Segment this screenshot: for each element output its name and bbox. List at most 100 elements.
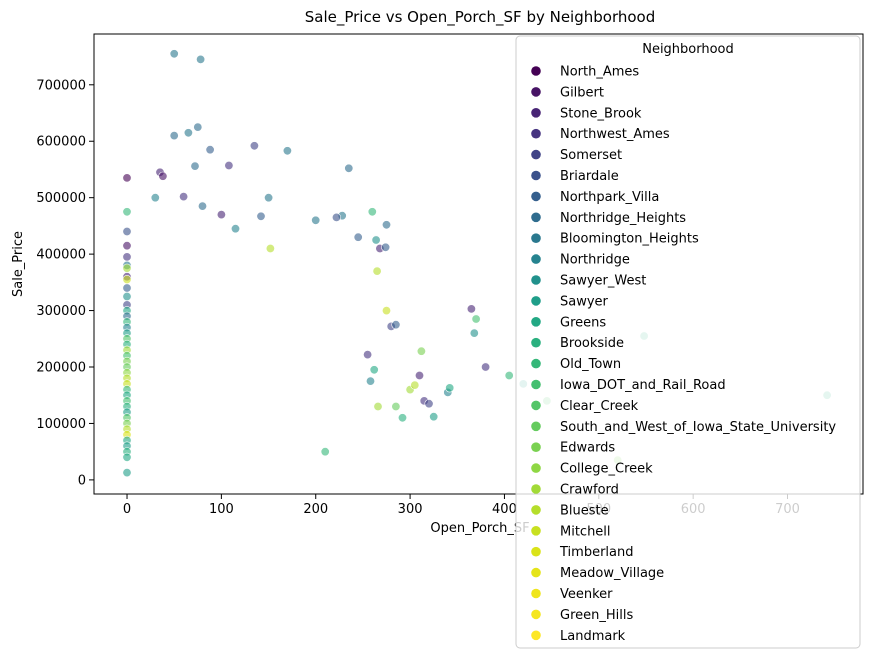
- points-layer: [122, 49, 832, 478]
- data-point: [373, 401, 383, 411]
- data-point: [414, 370, 424, 380]
- x-tick-label: 300: [398, 502, 423, 517]
- legend-marker: [531, 358, 541, 369]
- data-point: [122, 283, 132, 293]
- legend-label: Brookside: [560, 336, 624, 351]
- legend-marker: [531, 484, 541, 494]
- legend-label: Northridge_Heights: [560, 211, 686, 226]
- legend-label: Gilbert: [560, 85, 604, 100]
- legend-marker: [531, 212, 541, 223]
- plot-frame: [93, 33, 864, 495]
- data-point: [122, 291, 132, 301]
- legend-marker: [531, 233, 541, 243]
- legend: Neighborhood North_Ames Gilbert Stone_Broo…: [515, 35, 861, 649]
- data-point: [264, 193, 274, 203]
- legend-label: Green_Hills: [560, 608, 633, 623]
- data-point: [367, 207, 377, 217]
- data-point: [469, 328, 479, 338]
- legend-label: Veenker: [560, 587, 613, 602]
- legend-marker: [531, 128, 541, 139]
- data-point: [122, 452, 132, 462]
- data-point: [122, 173, 132, 183]
- legend-marker: [531, 149, 541, 160]
- legend-marker: [531, 609, 541, 620]
- legend-marker: [531, 630, 541, 641]
- legend-marker: [531, 463, 541, 473]
- data-point: [381, 220, 391, 230]
- legend-label: Mitchell: [560, 524, 611, 539]
- data-point: [122, 468, 132, 478]
- legend-marker: [531, 588, 541, 599]
- legend-title: Neighborhood: [642, 42, 734, 57]
- data-point: [424, 399, 434, 409]
- data-point: [481, 362, 491, 372]
- legend-marker: [531, 317, 541, 327]
- legend-marker: [531, 296, 541, 306]
- legend-label: Timberland: [559, 545, 633, 560]
- data-point: [190, 161, 200, 171]
- data-point: [369, 365, 379, 375]
- y-tick-label: 300000: [36, 304, 86, 319]
- y-tick-label: 400000: [36, 248, 86, 263]
- legend-label: Northpark_Villa: [560, 190, 659, 205]
- y-tick-label: 600000: [36, 135, 86, 150]
- y-tick-label: 0: [78, 473, 86, 488]
- data-point: [445, 383, 455, 393]
- legend-marker: [531, 66, 541, 76]
- data-point: [122, 207, 132, 217]
- data-point: [410, 380, 420, 390]
- data-point: [122, 263, 132, 273]
- data-point: [344, 163, 354, 173]
- data-point: [320, 447, 330, 457]
- data-point: [122, 241, 132, 251]
- data-point: [256, 211, 266, 221]
- legend-label: Sawyer_West: [560, 274, 646, 289]
- data-point: [231, 224, 241, 234]
- legend-marker: [531, 567, 541, 578]
- legend-label: Greens: [560, 315, 606, 330]
- legend-label: Iowa_DOT_and_Rail_Road: [560, 378, 726, 393]
- data-point: [381, 242, 391, 252]
- data-point: [193, 122, 203, 132]
- legend-label: Sawyer: [560, 294, 609, 309]
- data-point: [122, 227, 132, 237]
- legend-marker: [531, 421, 541, 432]
- legend-marker: [531, 505, 541, 515]
- legend-label: Clear_Creek: [560, 399, 639, 414]
- legend-label: College_Creek: [560, 462, 653, 477]
- data-point: [416, 346, 426, 356]
- legend-marker: [531, 275, 541, 285]
- legend-marker: [531, 254, 541, 264]
- data-point: [183, 128, 193, 138]
- data-point: [371, 235, 381, 245]
- data-point: [311, 215, 321, 225]
- legend-marker: [531, 337, 541, 348]
- data-point: [265, 244, 275, 254]
- data-point: [365, 376, 375, 386]
- legend-label: Northwest_Ames: [560, 127, 670, 142]
- data-point: [372, 266, 382, 276]
- x-axis-label: Open_Porch_SF: [430, 521, 529, 536]
- legend-label: Landmark: [560, 629, 626, 644]
- y-tick-label: 500000: [36, 191, 86, 206]
- legend-label: North_Ames: [560, 65, 639, 80]
- legend-marker: [531, 400, 541, 411]
- y-tick-label: 700000: [36, 78, 86, 93]
- data-point: [150, 193, 160, 203]
- legend-marker: [531, 191, 541, 202]
- data-point: [158, 171, 168, 181]
- data-point: [169, 131, 179, 141]
- legend-label: Northridge: [560, 253, 630, 268]
- data-point: [224, 161, 234, 171]
- legend-label: Crawford: [560, 483, 619, 498]
- data-point: [363, 350, 373, 360]
- legend-label: Briardale: [560, 169, 619, 184]
- x-tick-label: 0: [123, 502, 131, 517]
- legend-marker: [531, 379, 541, 390]
- x-tick-label: 100: [209, 502, 234, 517]
- data-point: [381, 306, 391, 316]
- data-point: [397, 413, 407, 423]
- y-axis-label: Sale_Price: [11, 231, 26, 297]
- data-point: [122, 274, 132, 284]
